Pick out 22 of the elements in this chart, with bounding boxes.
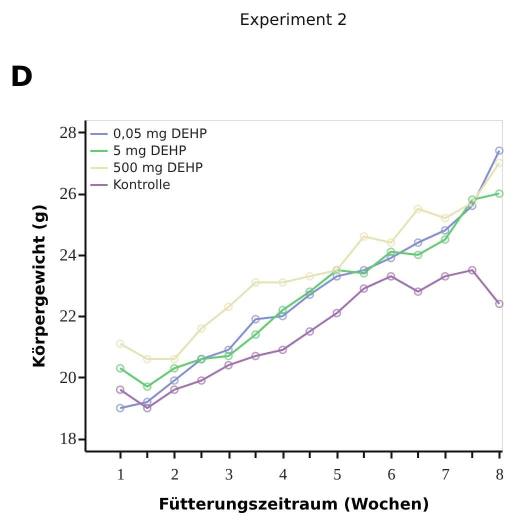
y-tick-label: 24 (60, 245, 77, 264)
x-tick-label: 8 (496, 466, 504, 484)
y-tick-label: 22 (60, 306, 76, 326)
legend-label: 500 mg DEHP (113, 161, 203, 176)
y-tick-label: 28 (60, 122, 76, 142)
x-tick-label: 7 (442, 466, 450, 484)
x-axis-title: Fütterungszeitraum (Wochen) (158, 494, 430, 514)
chart-title: Experiment 2 (240, 10, 348, 29)
legend-label: 0,05 mg DEHP (113, 127, 208, 142)
x-tick-label: 4 (279, 466, 288, 484)
x-tick-label: 6 (387, 466, 396, 484)
x-tick-label: 3 (225, 466, 234, 484)
legend-label: Kontrolle (113, 178, 170, 193)
x-tick-label: 5 (333, 466, 342, 484)
text: D (10, 60, 34, 93)
x-tick-label: 1 (116, 466, 125, 484)
y-tick-label: 20 (60, 368, 76, 387)
y-axis-title: Körpergewicht (g) (30, 204, 48, 368)
y-tick-label: 18 (60, 429, 76, 448)
y-tick-label: 26 (60, 184, 76, 204)
x-tick-label: 2 (170, 466, 179, 484)
legend-label: 5 mg DEHP (113, 144, 186, 159)
